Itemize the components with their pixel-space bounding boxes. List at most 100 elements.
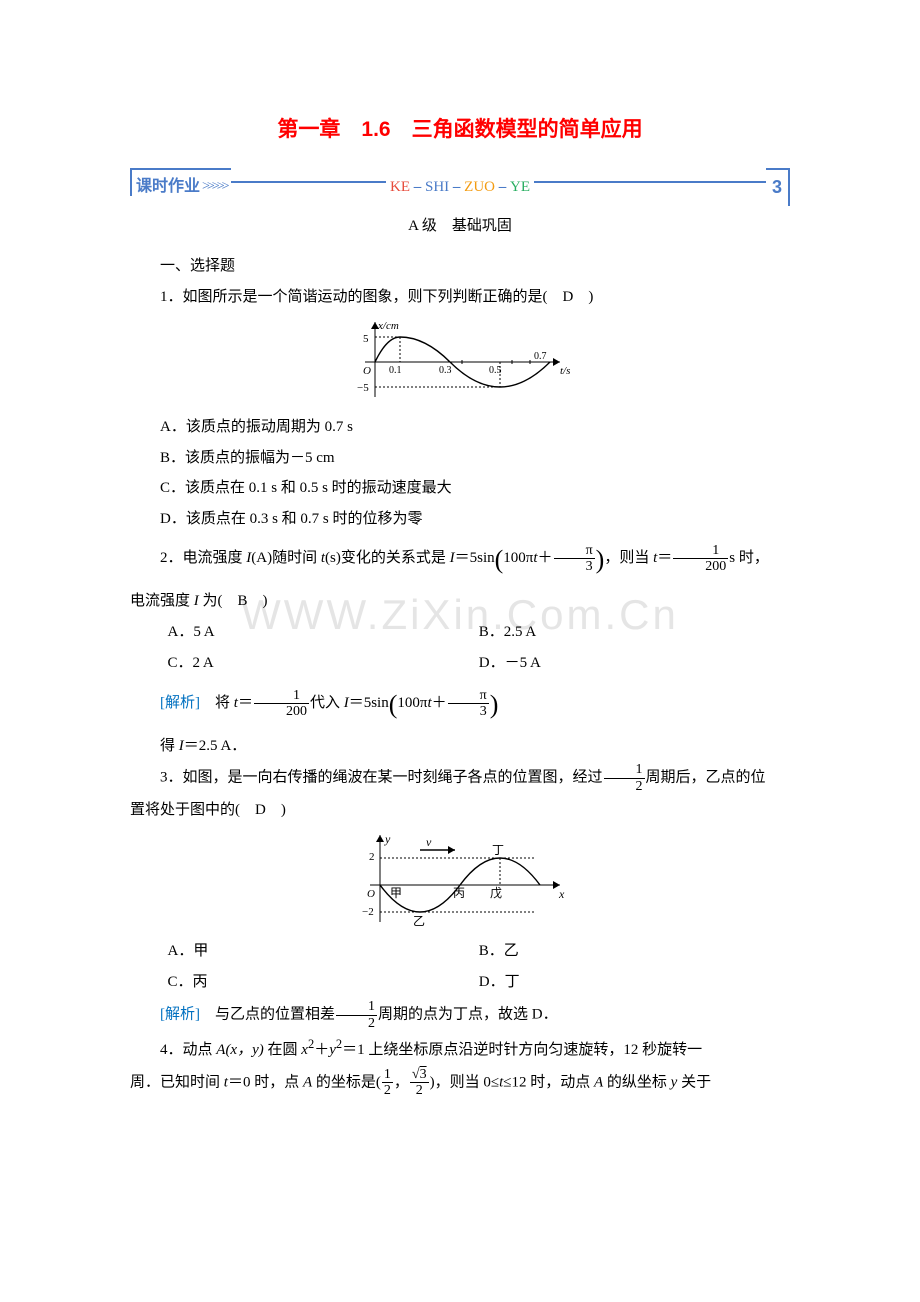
q4-a: 4．动点 xyxy=(160,1042,216,1058)
q1-optB: B．该质点的振幅为－5 cm xyxy=(130,444,790,473)
q3-pt-bing: 丙 xyxy=(453,886,465,900)
q2-ana-f1n: π xyxy=(448,688,489,704)
banner-page-number: 3 xyxy=(766,168,790,206)
q1-ylabel: x/cm xyxy=(377,320,399,332)
q4-e: ＝0 时，点 xyxy=(228,1074,303,1090)
q3-optD: D．丁 xyxy=(479,968,790,997)
q2-b: (A)随时间 xyxy=(251,550,321,566)
banner-ye: YE xyxy=(510,179,530,195)
q4-y: y xyxy=(329,1042,336,1058)
q2-inner: 100π xyxy=(503,550,533,566)
banner-middle: KE – SHI – ZUO – YE xyxy=(386,173,534,202)
q3-pt-jia: 甲 xyxy=(390,886,402,900)
level-header: A 级 基础巩固 xyxy=(130,212,790,241)
q1-tick1: 0.1 xyxy=(389,365,402,376)
q1-tick3: 0.5 xyxy=(489,365,502,376)
q4-root3-n: √3 xyxy=(410,1067,429,1083)
q2-ana-f1d: 3 xyxy=(448,704,489,719)
q3-xlabel: x xyxy=(558,887,565,901)
q1-figure: x/cm t/s O 5 −5 0.1 0.3 0.5 0.7 xyxy=(130,317,790,407)
q4-b: 在圆 xyxy=(264,1042,302,1058)
q1-stem: 1．如图所示是一个简谐运动的图象，则下列判断正确的是( D ) xyxy=(130,283,790,312)
q1-origin: O xyxy=(363,365,371,377)
q4-A2: A xyxy=(303,1074,312,1090)
q4-A3: A xyxy=(594,1074,603,1090)
q4-stem2: 周．已知时间 t＝0 时，点 A 的坐标是(12，√32)，则当 0≤t≤12 … xyxy=(130,1067,790,1099)
q2-d: ＝5sin xyxy=(455,550,495,566)
q2-ana-e: ＝2.5 A． xyxy=(184,738,247,754)
q3-a: 3．如图，是一向右传播的绳波在某一时刻绳子各点的位置图，经过 xyxy=(160,770,603,786)
q2-g: 电流强度 xyxy=(130,593,194,609)
q4-f: 的坐标是( xyxy=(312,1074,381,1090)
analysis-label: [解析] xyxy=(160,695,200,711)
q4-g: )，则当 0≤ xyxy=(430,1074,499,1090)
q2-frac1-den: 3 xyxy=(554,559,595,574)
q2-frac2-num: 1 xyxy=(673,543,728,559)
q3-optB: B．乙 xyxy=(479,937,790,966)
q3-stem2: 置将处于图中的( D ) xyxy=(130,796,790,825)
banner-zuo: ZUO xyxy=(464,179,495,195)
q2-a: 2．电流强度 xyxy=(160,550,246,566)
q3-vlabel: v xyxy=(426,835,432,849)
q3-ylabel: y xyxy=(384,832,391,846)
q4-i: 的纵坐标 xyxy=(603,1074,671,1090)
q4-h: ≤12 时，动点 xyxy=(503,1074,594,1090)
q3-fn: 1 xyxy=(604,762,645,778)
q3-ana-fd: 2 xyxy=(336,1016,377,1031)
q3-b: 周期后，乙点的位 xyxy=(646,770,766,786)
q2-h: 为( B ) xyxy=(199,593,268,609)
q2-optC: C．2 A xyxy=(168,649,479,678)
q1-tick2: 0.3 xyxy=(439,365,452,376)
q2-optA: A．5 A xyxy=(168,618,479,647)
q2-ana-d: 得 xyxy=(160,738,179,754)
q2-options: A．5 A B．2.5 A C．2 A D．－5 A xyxy=(130,617,790,678)
banner-left-box: 课时作业 >>>>> xyxy=(130,168,231,196)
q1-ymin: −5 xyxy=(357,382,369,394)
banner-chevrons: >>>>> xyxy=(202,170,230,196)
q2-e: ，则当 xyxy=(604,550,653,566)
q1-xlabel: t/s xyxy=(560,365,570,377)
q2-analysis1: [解析] 将 t＝1200代入 I＝5sin(100πt＋π3) xyxy=(130,680,790,729)
q3-analysis: [解析] 与乙点的位置相差12周期的点为丁点，故选 D． xyxy=(130,999,790,1031)
q4-xy: (x，y) xyxy=(225,1042,263,1058)
q4-x: x xyxy=(301,1042,308,1058)
q2-ana-f2d: 200 xyxy=(254,704,309,719)
q3-optA: A．甲 xyxy=(168,937,479,966)
q2-ana-c: ＝5sin xyxy=(349,695,389,711)
section-heading: 一、选择题 xyxy=(130,252,790,281)
banner-shi: SHI xyxy=(425,179,449,195)
q3-fd: 2 xyxy=(604,779,645,794)
q3-pt-yi: 乙 xyxy=(413,914,425,928)
q1-optD: D．该质点在 0.3 s 和 0.7 s 时的位移为零 xyxy=(130,505,790,534)
q4-j: 关于 xyxy=(677,1074,711,1090)
section-banner: 课时作业 >>>>> KE – SHI – ZUO – YE 3 xyxy=(130,168,790,200)
q4-half-d: 2 xyxy=(382,1083,393,1098)
q3-ana-a: 与乙点的位置相差 xyxy=(200,1007,335,1023)
q2-frac1-num: π xyxy=(554,543,595,559)
q2-stem: 2．电流强度 I(A)随时间 t(s)变化的关系式是 I＝5sin(100πt＋… xyxy=(130,535,790,584)
q4-half-n: 1 xyxy=(382,1067,393,1083)
banner-ke: KE xyxy=(390,179,410,195)
chapter-title: 第一章 1.6 三角函数模型的简单应用 xyxy=(130,110,790,150)
q4-comma: ， xyxy=(394,1074,409,1090)
q4-stem1: 4．动点 A(x，y) 在圆 x2＋y2＝1 上绕坐标原点沿逆时针方向匀速旋转，… xyxy=(130,1033,790,1065)
q1-ymax: 5 xyxy=(363,333,369,345)
q3-ana-label: [解析] xyxy=(160,1007,200,1023)
q1-optC: C．该质点在 0.1 s 和 0.5 s 时的振动速度最大 xyxy=(130,474,790,503)
q2-optD: D．－5 A xyxy=(479,649,790,678)
q3-ymax: 2 xyxy=(369,851,375,863)
q3-origin: O xyxy=(367,888,375,900)
q3-pt-wu: 戊 xyxy=(490,886,502,900)
q3-ymin: −2 xyxy=(362,906,374,918)
q3-ana-b: 周期的点为丁点，故选 D． xyxy=(378,1007,558,1023)
banner-left-text: 课时作业 xyxy=(132,170,202,196)
q3-options: A．甲 B．乙 C．丙 D．丁 xyxy=(130,936,790,997)
q2-stem2: 电流强度 I 为( B ) xyxy=(130,587,790,616)
q4-d: 周．已知时间 xyxy=(130,1074,224,1090)
q2-analysis2: 得 I＝2.5 A． xyxy=(130,732,790,761)
q4-c: ＝1 上绕坐标原点沿逆时针方向匀速旋转，12 秒旋转一 xyxy=(342,1042,702,1058)
q3-figure: y x O 2 −2 v 甲 乙 丙 戊 丁 xyxy=(130,830,790,930)
q2-frac2-den: 200 xyxy=(673,559,728,574)
q1-optA: A．该质点的振动周期为 0.7 s xyxy=(130,413,790,442)
q3-stem1: 3．如图，是一向右传播的绳波在某一时刻绳子各点的位置图，经过12周期后，乙点的位 xyxy=(130,762,790,794)
